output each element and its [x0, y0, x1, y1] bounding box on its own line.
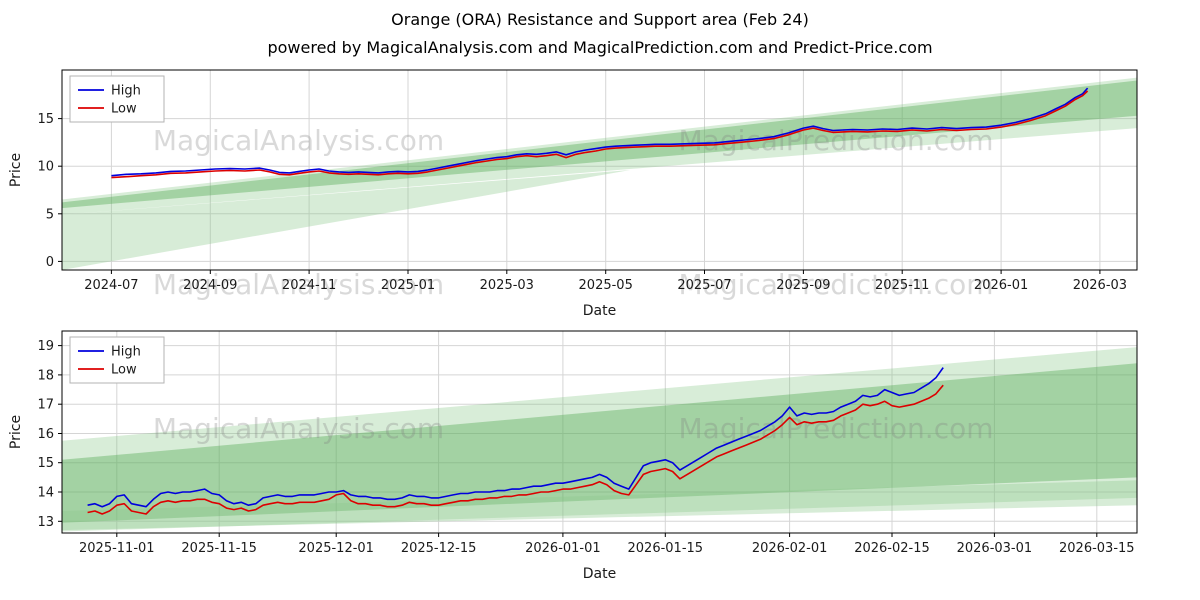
y-tick-label: 17 — [37, 398, 54, 413]
watermark: MagicalAnalysis.com — [153, 124, 444, 157]
x-tick-label: 2025-12-01 — [298, 541, 374, 556]
band-support-band — [62, 480, 1137, 531]
band-resistance-inner — [62, 80, 1137, 209]
y-tick-label: 5 — [46, 207, 54, 222]
x-tick-label: 2025-07 — [677, 278, 731, 293]
watermark: MagicalAnalysis.com — [153, 268, 444, 301]
series-high-line — [87, 367, 944, 508]
watermark: MagicalPrediction.com — [679, 412, 994, 445]
x-tick-label: 2024-07 — [84, 278, 138, 293]
band-resistance-inner — [62, 363, 1137, 523]
plot-background — [62, 331, 1137, 533]
chart-title: Orange (ORA) Resistance and Support area… — [391, 10, 809, 29]
x-tick-label: 2025-09 — [776, 278, 830, 293]
bottom-chart: MagicalAnalysis.com MagicalPrediction.com… — [8, 330, 1138, 582]
legend-entry-label: Low — [111, 363, 137, 378]
band-resistance-outer — [62, 347, 1137, 532]
legend: High Low — [69, 336, 165, 384]
x-tick-label: 2026-03 — [1073, 278, 1127, 293]
x-tick-label: 2026-01-01 — [525, 541, 601, 556]
y-tick-label: 14 — [37, 486, 54, 501]
x-tick-label: 2026-01 — [974, 278, 1028, 293]
plot-border — [61, 69, 1138, 271]
x-tick-label: 2026-03-01 — [957, 541, 1033, 556]
legend-entry-label: High — [111, 84, 141, 99]
x-tick-label: 2026-02-01 — [752, 541, 828, 556]
series-low-line — [87, 384, 944, 515]
y-tick-label: 0 — [46, 255, 54, 270]
x-tick-label: 2025-03 — [480, 278, 534, 293]
band-support-wedge — [62, 170, 631, 270]
series-high-line — [111, 87, 1089, 177]
y-tick-label: 15 — [37, 112, 54, 127]
watermark: MagicalAnalysis.com — [153, 412, 444, 445]
y-axis-label: Price — [8, 415, 24, 449]
y-tick-label: 13 — [37, 515, 54, 530]
x-tick-label: 2026-01-15 — [628, 541, 704, 556]
y-tick-label: 10 — [37, 160, 54, 175]
y-tick-label: 15 — [37, 456, 54, 471]
legend: High Low — [69, 75, 165, 123]
x-tick-label: 2025-05 — [579, 278, 633, 293]
legend-entry-label: Low — [111, 102, 137, 117]
x-tick-label: 2024-09 — [183, 278, 237, 293]
y-tick-label: 19 — [37, 339, 54, 354]
plot-border — [61, 330, 1138, 534]
x-tick-label: 2025-11-15 — [181, 541, 257, 556]
x-tick-label: 2025-11-01 — [79, 541, 155, 556]
legend-entry-label: High — [111, 345, 141, 360]
x-axis-label: Date — [583, 566, 616, 582]
top-chart: MagicalAnalysis.com MagicalPrediction.com… — [8, 69, 1138, 319]
x-tick-label: 2026-03-15 — [1059, 541, 1135, 556]
legend-box — [69, 336, 165, 384]
band-resistance-outer — [62, 77, 1137, 215]
x-axis-label: Date — [583, 303, 616, 319]
x-tick-label: 2025-12-15 — [401, 541, 477, 556]
x-tick-label: 2024-11 — [282, 278, 336, 293]
watermark: MagicalPrediction.com — [679, 268, 994, 301]
x-tick-label: 2025-11 — [875, 278, 929, 293]
legend-box — [69, 75, 165, 123]
y-tick-label: 18 — [37, 368, 54, 383]
y-tick-label: 16 — [37, 427, 54, 442]
x-tick-label: 2025-01 — [381, 278, 435, 293]
series-low-line — [111, 90, 1089, 179]
watermark: MagicalPrediction.com — [679, 124, 994, 157]
x-tick-label: 2026-02-15 — [854, 541, 930, 556]
chart-subtitle: powered by MagicalAnalysis.com and Magic… — [267, 38, 933, 57]
plot-background — [62, 70, 1137, 270]
y-axis-label: Price — [8, 153, 24, 187]
